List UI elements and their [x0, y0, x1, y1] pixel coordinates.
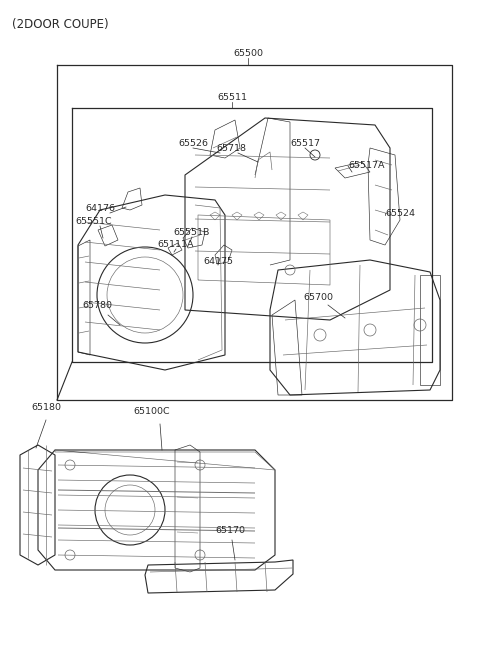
Text: 65170: 65170: [215, 526, 245, 535]
Text: 65700: 65700: [303, 293, 333, 302]
Text: 65511: 65511: [217, 93, 247, 102]
Text: 64176: 64176: [85, 204, 115, 213]
Text: 65100C: 65100C: [134, 407, 170, 416]
Text: 65180: 65180: [31, 403, 61, 412]
Text: 64175: 64175: [203, 257, 233, 266]
Text: 65551C: 65551C: [76, 217, 112, 226]
Text: 65718: 65718: [216, 144, 246, 153]
Text: 65500: 65500: [233, 49, 263, 58]
Text: 65524: 65524: [385, 209, 415, 218]
Text: 65111A: 65111A: [158, 240, 194, 249]
Text: 65517: 65517: [290, 139, 320, 148]
Text: (2DOOR COUPE): (2DOOR COUPE): [12, 18, 108, 31]
Text: 65517A: 65517A: [348, 161, 384, 171]
Text: 65526: 65526: [178, 139, 208, 148]
Text: 65780: 65780: [82, 301, 112, 310]
Text: 65551B: 65551B: [174, 228, 210, 237]
